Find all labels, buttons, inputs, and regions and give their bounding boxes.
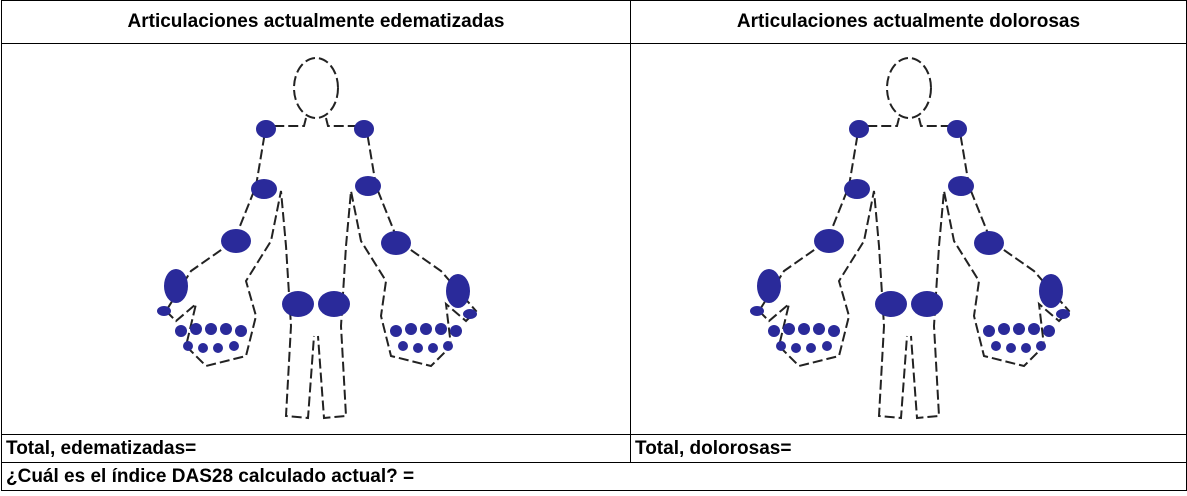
total-cell: Total, dolorosas= xyxy=(630,434,1187,463)
question-cell: ¿Cuál es el índice DAS28 calculado actua… xyxy=(1,462,1187,491)
figure-cell xyxy=(630,43,1187,435)
header-cell: Articulaciones actualmente dolorosas xyxy=(630,0,1187,44)
body-diagram xyxy=(146,46,486,426)
header-cell: Articulaciones actualmente edematizadas xyxy=(1,0,631,44)
figure-cell xyxy=(1,43,631,435)
total-cell: Total, edematizadas= xyxy=(1,434,631,463)
body-diagram xyxy=(739,46,1079,426)
